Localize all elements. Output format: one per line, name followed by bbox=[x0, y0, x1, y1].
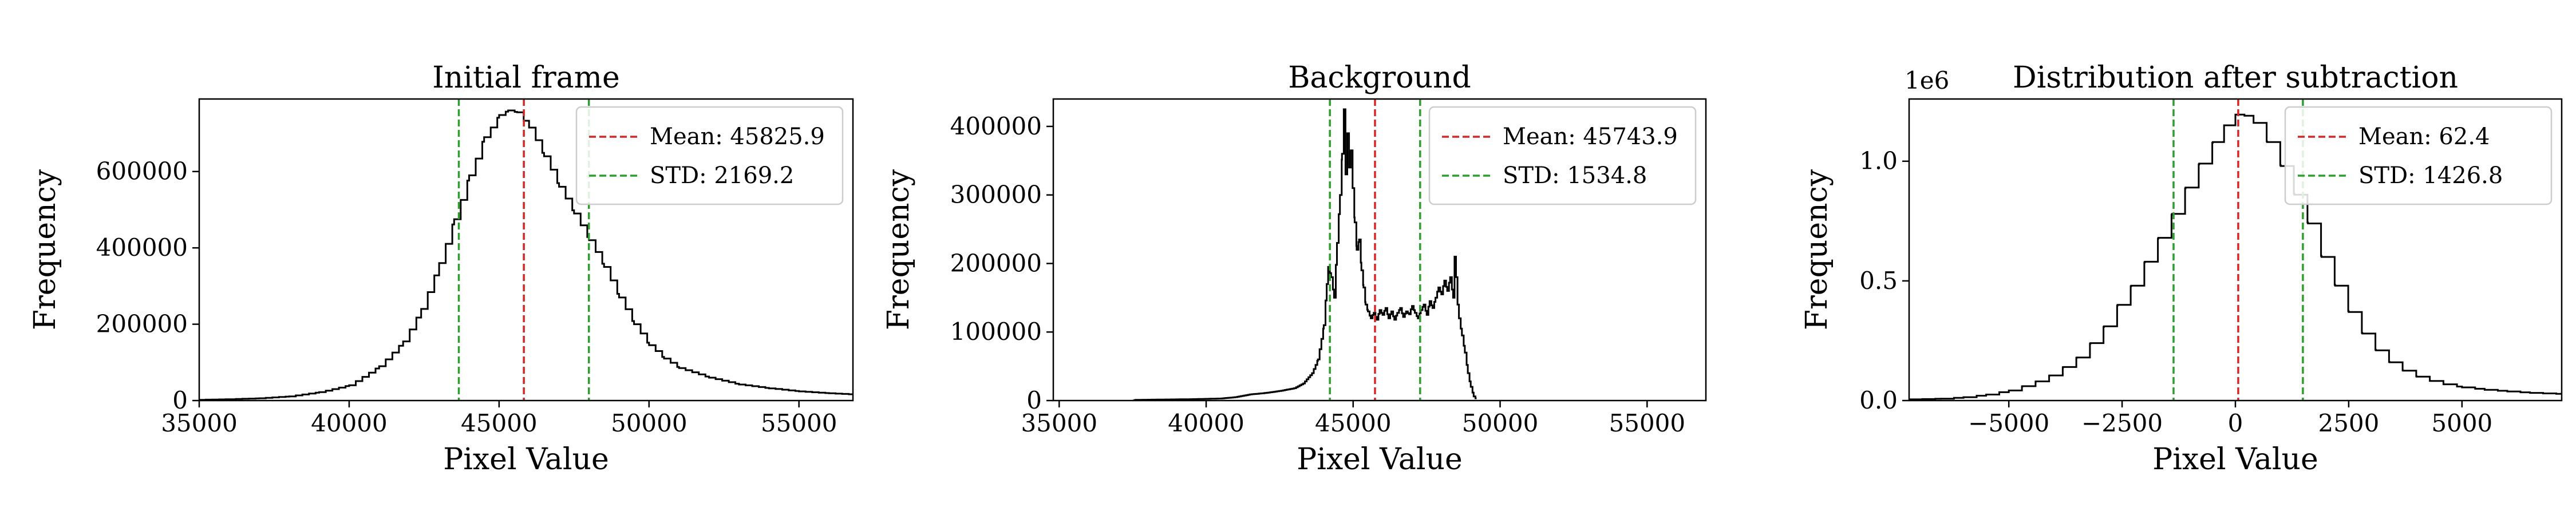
legend-box bbox=[1428, 106, 1697, 205]
legend-label: STD: 1534.8 bbox=[1503, 163, 1647, 189]
y-tick-label: 400000 bbox=[950, 112, 1042, 140]
x-axis-label: Pixel Value bbox=[443, 442, 609, 477]
histogram-outline bbox=[1909, 113, 2562, 401]
x-tick-label: 55000 bbox=[761, 409, 837, 437]
plot-frame bbox=[1052, 98, 1707, 402]
legend-label: Mean: 62.4 bbox=[2358, 124, 2490, 150]
legend: Mean: 45743.9 STD: 1534.8 bbox=[1428, 106, 1697, 205]
x-tick-label: 40000 bbox=[1168, 409, 1244, 437]
x-tick-label: −2500 bbox=[2081, 409, 2163, 437]
legend-label: STD: 1426.8 bbox=[2358, 163, 2503, 189]
chart-title: Initial frame bbox=[432, 61, 620, 95]
x-tick-label: 35000 bbox=[1021, 409, 1097, 437]
x-tick-label: 45000 bbox=[1315, 409, 1392, 437]
legend-label: STD: 2169.2 bbox=[650, 163, 794, 189]
y-tick-label: 0 bbox=[172, 386, 188, 414]
x-tick-label: 55000 bbox=[1609, 409, 1685, 437]
y-tick-label: 300000 bbox=[950, 181, 1042, 209]
legend: Mean: 45825.9 STD: 2169.2 bbox=[575, 106, 844, 205]
chart-panel-3: −5000 −2500 0 2500 5000 0.0 0.5 1.0 Distribution… bbox=[1800, 61, 2563, 477]
y-axis-label: Frequency bbox=[882, 169, 916, 330]
x-tick-label: −5000 bbox=[1968, 409, 2049, 437]
plot-frame bbox=[198, 98, 854, 402]
chart-panel-2: 35000 40000 45000 50000 55000 0 100000 200000 30… bbox=[882, 61, 1707, 477]
y-axis-label: Frequency bbox=[1800, 169, 1834, 330]
y-tick-label: 200000 bbox=[96, 310, 188, 338]
x-tick-label: 50000 bbox=[611, 409, 688, 437]
legend: Mean: 62.4 STD: 1426.8 bbox=[2284, 106, 2553, 205]
x-tick-label: 2500 bbox=[2318, 409, 2379, 437]
x-axis-label: Pixel Value bbox=[2152, 442, 2318, 477]
x-tick-label: 40000 bbox=[311, 409, 388, 437]
y-tick-label: 600000 bbox=[96, 157, 188, 185]
y-tick-label: 0 bbox=[1026, 386, 1042, 414]
x-tick-label: 0 bbox=[2228, 409, 2243, 437]
chart-title: Background bbox=[1288, 61, 1471, 95]
x-tick-label: 5000 bbox=[2431, 409, 2492, 437]
histogram-outline bbox=[199, 109, 853, 401]
chart-title: Distribution after subtraction bbox=[2013, 61, 2458, 95]
legend-label: Mean: 45743.9 bbox=[1503, 124, 1678, 150]
y-axis-label: Frequency bbox=[28, 169, 62, 330]
x-tick-label: 45000 bbox=[461, 409, 538, 437]
x-tick-label: 35000 bbox=[161, 409, 238, 437]
y-offset-label: 1e6 bbox=[1905, 66, 1949, 94]
x-axis-label: Pixel Value bbox=[1297, 442, 1463, 477]
legend-box bbox=[2284, 106, 2553, 205]
legend-label: Mean: 45825.9 bbox=[650, 124, 825, 150]
x-tick-label: 50000 bbox=[1462, 409, 1539, 437]
y-tick-label: 0.0 bbox=[1859, 386, 1898, 414]
legend-box bbox=[575, 106, 844, 205]
histogram-outline bbox=[1132, 108, 1477, 401]
y-tick-label: 1.0 bbox=[1859, 147, 1898, 175]
y-tick-label: 200000 bbox=[950, 249, 1042, 277]
chart-panel-1: 35000 40000 45000 50000 55000 0 200000 400000 60… bbox=[28, 61, 854, 477]
y-tick-label: 400000 bbox=[96, 233, 188, 262]
y-tick-label: 100000 bbox=[950, 318, 1042, 346]
y-tick-label: 0.5 bbox=[1859, 267, 1898, 295]
